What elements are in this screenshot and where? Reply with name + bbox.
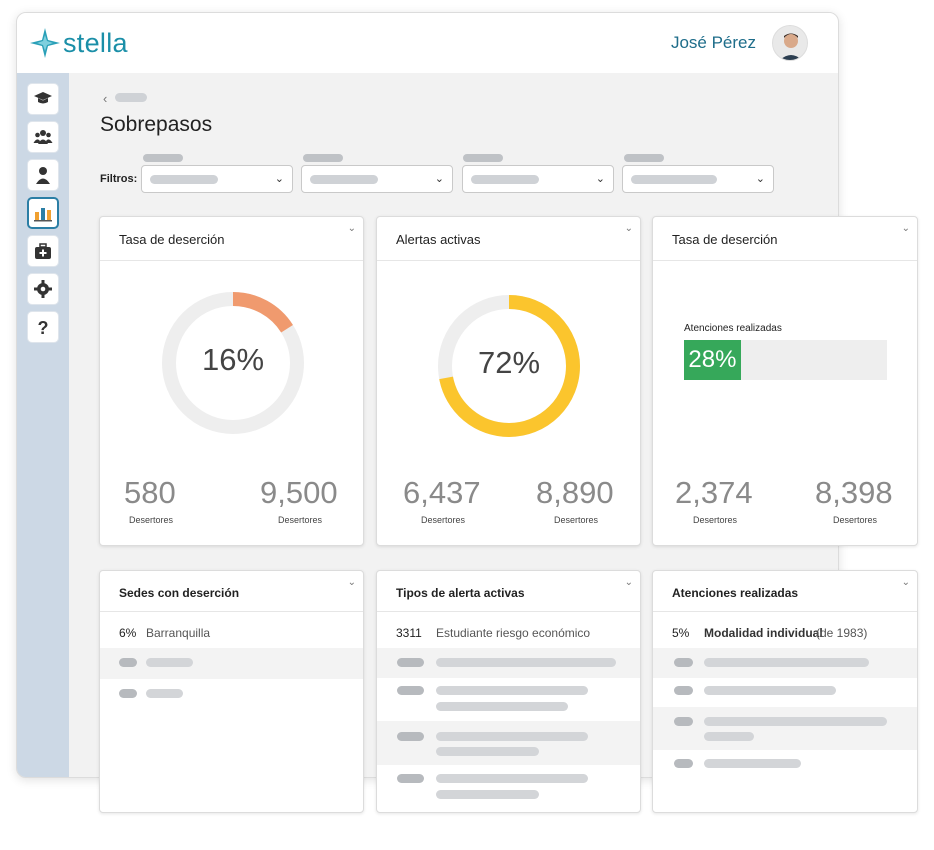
card-title: Alertas activas (396, 232, 481, 247)
filter-label-placeholder (303, 154, 343, 162)
list-item[interactable] (653, 707, 917, 750)
stella-logo[interactable]: stella (29, 27, 128, 59)
chevron-down-icon: ⌄ (434, 173, 444, 185)
logo-text: stella (63, 27, 128, 58)
chevron-down-icon: ⌄ (755, 173, 765, 185)
top-bar: stella José Pérez (17, 13, 838, 73)
sidebar-item-health[interactable] (27, 235, 59, 267)
sidebar-item-advisor[interactable] (27, 159, 59, 191)
stat-label: Desertores (693, 515, 738, 525)
sidebar-item-reports[interactable] (27, 197, 59, 229)
donut-segment (162, 292, 304, 434)
bar-chart-icon (34, 208, 52, 222)
stat-label: Desertores (421, 515, 466, 525)
attentions-card: Atenciones realizadas ⌄ 5% Modalidad ind… (652, 570, 918, 813)
stat-value: 8,398 (815, 475, 893, 510)
chevron-down-icon[interactable]: ⌄ (624, 577, 633, 588)
chevron-down-icon[interactable]: ⌄ (347, 223, 356, 234)
filters-label: Filtros: (100, 173, 138, 185)
chevron-down-icon[interactable]: ⌄ (901, 577, 910, 588)
graduation-cap-icon (34, 92, 52, 104)
stat-value: 580 (124, 475, 176, 510)
list-item[interactable] (653, 750, 917, 780)
filter-label-placeholder (463, 154, 503, 162)
first-aid-kit-icon (35, 243, 51, 259)
active-alerts-card: Alertas activas ⌄ 72% 6,437 Desertores 8… (376, 216, 641, 546)
card-title: Atenciones realizadas (672, 586, 799, 600)
stella-logo-icon (30, 28, 60, 58)
list-item[interactable] (377, 721, 640, 765)
sidebar-item-groups[interactable] (27, 121, 59, 153)
chevron-down-icon: ⌄ (595, 173, 605, 185)
stat-value: 9,500 (260, 475, 338, 510)
page-title: Sobrepasos (100, 113, 213, 136)
bar-label: Atenciones realizadas (684, 323, 782, 334)
list-item[interactable] (100, 648, 363, 679)
progress-track: 28% (684, 340, 887, 380)
list-item[interactable] (377, 765, 640, 805)
donut-value: 16% (201, 342, 265, 377)
stat-value: 6,437 (403, 475, 481, 510)
sidebar-item-help[interactable]: ? (27, 311, 59, 343)
back-chevron-icon[interactable]: ‹ (103, 91, 108, 106)
filter-select-3[interactable]: ⌄ (462, 165, 614, 193)
sites-dropout-card: Sedes con deserción ⌄ 6% Barranquilla (99, 570, 364, 813)
card-title: Tipos de alerta activas (396, 586, 525, 600)
chevron-down-icon[interactable]: ⌄ (901, 223, 910, 234)
list-item[interactable] (653, 678, 917, 707)
chevron-down-icon[interactable]: ⌄ (624, 223, 633, 234)
gear-icon (34, 280, 52, 298)
users-group-icon (33, 130, 53, 144)
stat-label: Desertores (833, 515, 878, 525)
filter-label-placeholder (624, 154, 664, 162)
list-item[interactable] (377, 648, 640, 678)
card-title: Sedes con deserción (119, 586, 240, 600)
list-item[interactable]: 3311 Estudiante riesgo económico (396, 626, 591, 640)
sidebar: ? (17, 73, 69, 777)
stat-label: Desertores (129, 515, 174, 525)
dropout-rate-card: Tasa de deserción ⌄ 16% 580 Desertores 9… (99, 216, 364, 546)
user-icon (36, 167, 50, 184)
alerts-donut (438, 295, 580, 437)
alert-types-card: Tipos de alerta activas ⌄ 3311 Estudiant… (376, 570, 641, 813)
list-item[interactable] (100, 679, 363, 710)
svg-text:?: ? (38, 318, 49, 337)
dropout-donut (162, 292, 304, 434)
sidebar-item-students[interactable] (27, 83, 59, 115)
avatar[interactable] (772, 25, 808, 61)
card-title: Tasa de deserción (672, 232, 778, 247)
card-title: Tasa de deserción (119, 232, 225, 247)
user-name[interactable]: José Pérez (670, 33, 756, 52)
list-item[interactable]: 6% Barranquilla (119, 626, 211, 640)
sidebar-item-settings[interactable] (27, 273, 59, 305)
stat-value: 8,890 (536, 475, 614, 510)
list-item[interactable] (653, 648, 917, 678)
filter-label-placeholder (143, 154, 183, 162)
breadcrumb[interactable] (115, 93, 147, 102)
stat-label: Desertores (554, 515, 599, 525)
chevron-down-icon: ⌄ (274, 173, 284, 185)
list-item[interactable]: 5% Modalidad individual (de 1983) (672, 626, 868, 640)
donut-segment (438, 295, 580, 437)
list-item[interactable] (377, 678, 640, 721)
stat-value: 2,374 (675, 475, 753, 510)
attention-rate-card: Tasa de deserción ⌄ Atenciones realizada… (652, 216, 918, 546)
progress-fill: 28% (684, 340, 741, 380)
filter-select-2[interactable]: ⌄ (301, 165, 453, 193)
stat-label: Desertores (278, 515, 323, 525)
filter-select-1[interactable]: ⌄ (141, 165, 293, 193)
filter-select-4[interactable]: ⌄ (622, 165, 774, 193)
help-icon: ? (38, 318, 49, 337)
chevron-down-icon[interactable]: ⌄ (347, 577, 356, 588)
donut-value: 72% (477, 345, 541, 380)
